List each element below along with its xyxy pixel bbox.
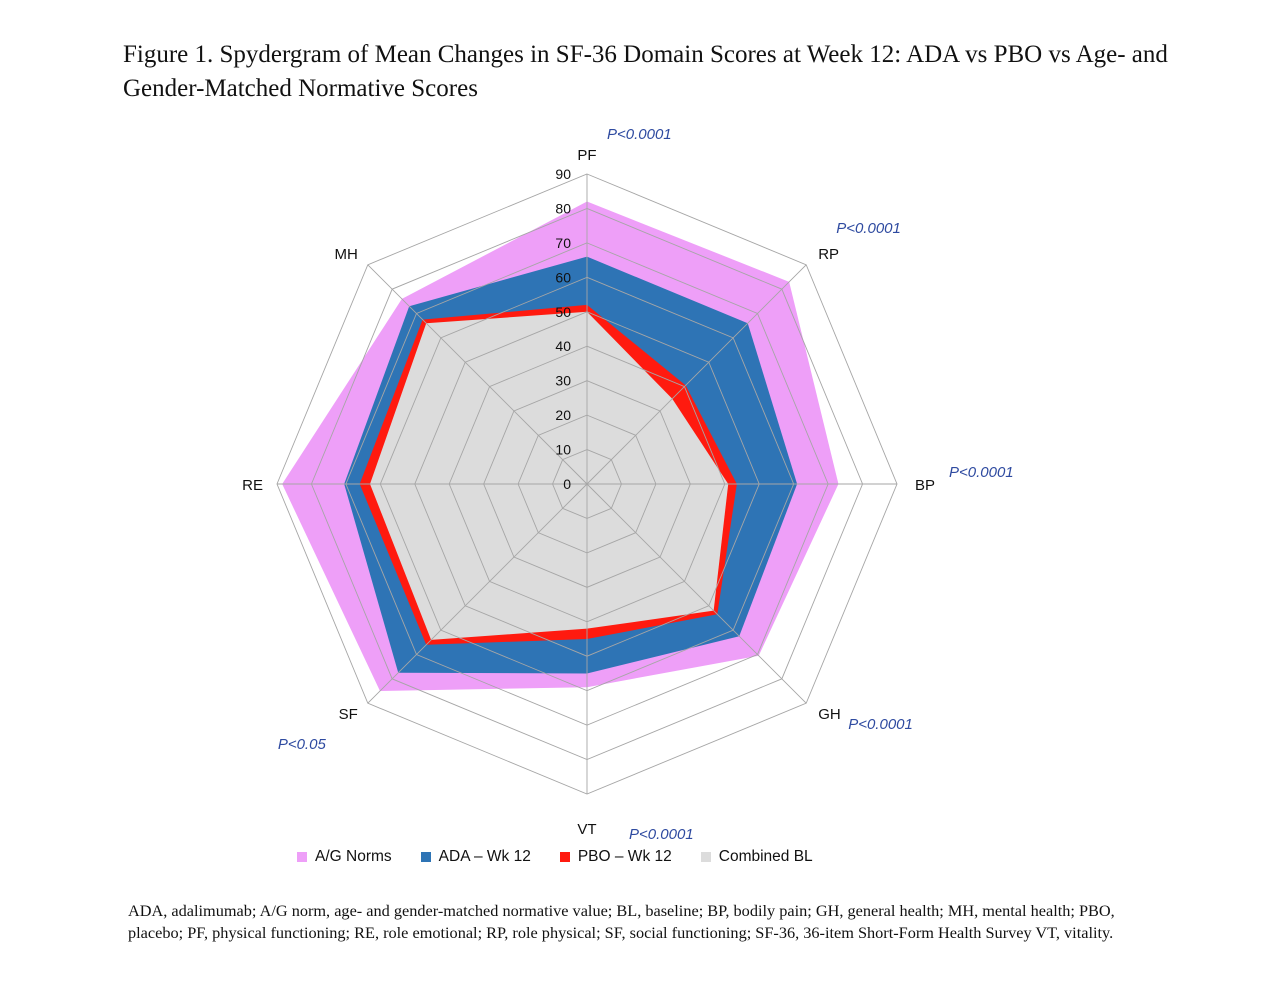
tick-label-40: 40 [555,338,571,354]
tick-label-50: 50 [555,304,571,320]
legend-label: PBO – Wk 12 [577,848,672,865]
grid-layer [276,173,898,795]
axis-label-vt: VT [577,821,596,838]
axis-label-pf: PF [577,147,596,164]
spoke-rp [586,264,807,485]
legend-label: A/G Norms [315,848,392,865]
legend-swatch [297,852,307,862]
tick-label-80: 80 [555,200,571,216]
axis-label-mh: MH [334,246,357,263]
legend-swatch [700,852,711,862]
p-value-rp: P<0.0001 [836,220,901,237]
axis-label-sf: SF [339,706,358,723]
tick-label-70: 70 [555,235,571,251]
p-value-pf: P<0.0001 [607,126,672,143]
axis-label-bp: BP [915,477,935,494]
p-value-vt: P<0.0001 [629,826,694,843]
tick-label-60: 60 [555,269,571,285]
axis-label-re: RE [242,477,263,494]
labels-layer: 0 10 20 30 40 50 60 70 80 90 PF P<0.0001 RP P<0.0001 B… [242,126,1014,843]
p-value-bp: P<0.0001 [949,464,1014,481]
legend-label: ADA – Wk 12 [438,848,531,865]
spoke-gh [586,483,807,704]
tick-label-30: 30 [555,373,571,389]
axis-label-gh: GH [818,706,841,723]
legend-item-pbo-wk-12: PBO – Wk 12 [559,848,672,866]
spoke-sf [367,483,588,704]
legend-item-combined-bl: Combined BL [700,848,813,866]
tick-label-20: 20 [555,407,571,423]
legend-item-a-g-norms: A/G Norms [297,848,392,866]
spoke-mh [367,264,588,485]
chart-legend: A/G Norms ADA – Wk 12 PBO – Wk 12 Combined … [297,848,842,866]
figure-footnote: ADA, adalimumab; A/G norm, age- and gend… [128,901,1115,942]
series-area-combined-bl [370,311,729,640]
legend-item-ada-wk-12: ADA – Wk 12 [420,848,531,866]
axis-label-rp: RP [818,246,839,263]
p-value-sf: P<0.05 [278,736,327,753]
tick-label-10: 10 [555,442,571,458]
legend-swatch [559,852,570,862]
legend-label: Combined BL [718,848,813,865]
p-value-gh: P<0.0001 [848,716,913,733]
legend-swatch [420,852,431,862]
tick-label-90: 90 [555,166,571,182]
figure-title: Figure 1. Spydergram of Mean Changes in … [123,41,1168,102]
tick-label-0: 0 [563,476,571,492]
